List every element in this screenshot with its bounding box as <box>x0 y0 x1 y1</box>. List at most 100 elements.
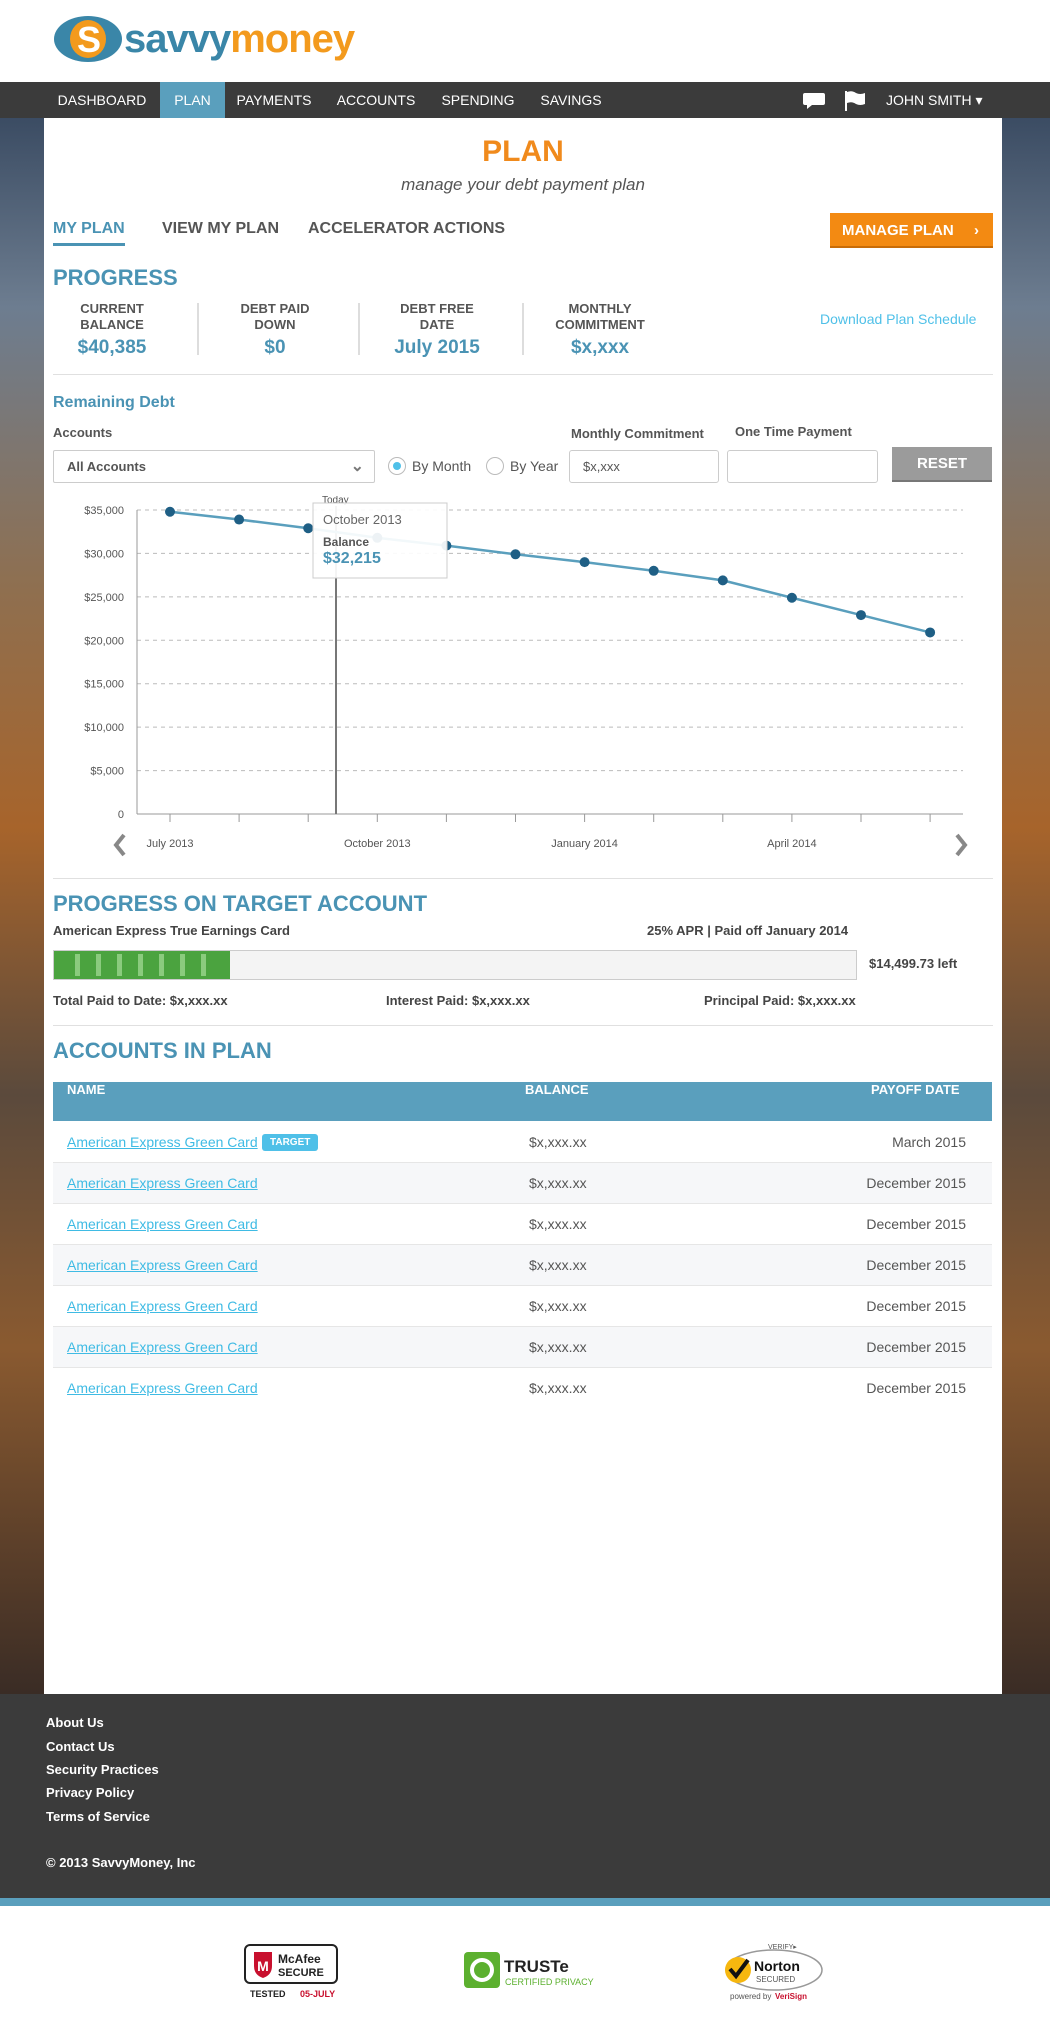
copyright: © 2013 SavvyMoney, Inc <box>46 1855 196 1870</box>
nav-savings[interactable]: SAVINGS <box>540 92 602 108</box>
y-tick-label: $10,000 <box>84 722 124 734</box>
account-balance: $x,xxx.xx <box>529 1216 587 1232</box>
account-name-link[interactable]: American Express Green Card <box>67 1298 258 1314</box>
one-time-payment-label: One Time Payment <box>735 424 852 439</box>
accounts-select[interactable]: All Accounts ⌄ <box>53 450 375 483</box>
footer-link-security[interactable]: Security Practices <box>46 1762 159 1777</box>
y-tick-label: $35,000 <box>84 505 124 517</box>
y-tick-label: $15,000 <box>84 679 124 691</box>
series-line <box>169 510 931 634</box>
account-name-link[interactable]: American Express Green Card <box>67 1380 258 1396</box>
manage-plan-button[interactable]: MANAGE PLAN › <box>830 213 993 248</box>
account-name-link[interactable]: American Express Green Card <box>67 1257 258 1273</box>
svg-text:Norton: Norton <box>754 1958 800 1974</box>
target-account-apr: 25% APR | Paid off January 2014 <box>647 923 849 938</box>
target-account-name: American Express True Earnings Card <box>53 923 290 938</box>
truste-badge[interactable]: TRUSTe CERTIFIED PRIVACY <box>464 1950 604 1992</box>
header-balance[interactable]: BALANCE <box>525 1082 589 1097</box>
account-payoff-date: December 2015 <box>866 1380 966 1396</box>
brand-name-part2: money <box>230 16 355 61</box>
account-name-link[interactable]: American Express Green Card <box>67 1216 258 1232</box>
y-tick-label: $25,000 <box>84 592 124 604</box>
logo[interactable]: S savvymoney <box>54 16 355 62</box>
table-row: American Express Green Card $x,xxx.xx De… <box>53 1204 992 1245</box>
chat-icon[interactable] <box>802 90 826 110</box>
y-tick-label: $20,000 <box>84 635 124 647</box>
account-name-link[interactable]: American Express Green Card <box>67 1134 258 1150</box>
interest-paid: Interest Paid: $x,xxx.xx <box>386 993 530 1008</box>
footer-link-contact[interactable]: Contact Us <box>46 1739 115 1754</box>
header-name[interactable]: NAME <box>67 1082 106 1097</box>
account-balance: $x,xxx.xx <box>529 1257 587 1273</box>
download-plan-schedule-link[interactable]: Download Plan Schedule <box>820 311 977 327</box>
account-payoff-date: December 2015 <box>866 1216 966 1232</box>
trust-badges: M McAfee SECURE TESTED 05-JULY TRUSTe CE… <box>0 1906 1050 2039</box>
tab-view-my-plan[interactable]: VIEW MY PLAN <box>162 220 280 237</box>
chevron-right-icon[interactable] <box>955 833 968 857</box>
nav-spending[interactable]: SPENDING <box>441 92 515 108</box>
account-payoff-date: December 2015 <box>866 1298 966 1314</box>
svg-text:VERIFY▸: VERIFY▸ <box>768 1944 797 1951</box>
data-point <box>648 565 659 576</box>
account-name-link[interactable]: American Express Green Card <box>67 1339 258 1355</box>
x-tick-label: July 2013 <box>146 838 193 850</box>
page-title: PLAN <box>482 135 564 168</box>
reset-button[interactable]: RESET <box>892 447 992 482</box>
account-payoff-date: December 2015 <box>866 1175 966 1191</box>
footer-link-privacy[interactable]: Privacy Policy <box>46 1785 135 1800</box>
data-point <box>165 506 175 517</box>
table-row: American Express Green Card $x,xxx.xx De… <box>53 1163 992 1204</box>
accounts-table-header: NAME BALANCE PAYOFF DATE <box>53 1082 992 1121</box>
chevron-right-icon: › <box>974 222 979 239</box>
target-account-title: PROGRESS ON TARGET ACCOUNT <box>53 891 428 916</box>
account-balance: $x,xxx.xx <box>529 1339 587 1355</box>
footer-link-about[interactable]: About Us <box>46 1715 104 1730</box>
main-nav: DASHBOARD PLAN PAYMENTS ACCOUNTS SPENDIN… <box>0 82 1050 118</box>
account-balance: $x,xxx.xx <box>529 1175 587 1191</box>
logo-mark-icon: S <box>54 16 122 62</box>
account-name-link[interactable]: American Express Green Card <box>67 1175 258 1191</box>
by-year-radio[interactable] <box>486 457 504 475</box>
nav-accounts[interactable]: ACCOUNTS <box>336 92 416 108</box>
account-balance: $x,xxx.xx <box>529 1380 587 1396</box>
divider <box>53 1025 993 1026</box>
svg-text:TRUSTe: TRUSTe <box>504 1957 569 1976</box>
tab-my-plan[interactable]: MY PLAN <box>53 220 125 246</box>
nav-payments[interactable]: PAYMENTS <box>236 92 312 108</box>
chevron-left-icon[interactable] <box>113 833 126 857</box>
user-menu[interactable]: JOHN SMITH ▾ <box>886 92 983 108</box>
stat-divider <box>358 303 360 355</box>
chevron-down-icon: ⌄ <box>350 458 364 475</box>
tab-accelerator-actions[interactable]: ACCELERATOR ACTIONS <box>308 220 506 237</box>
remaining-debt-title: Remaining Debt <box>53 394 175 411</box>
stat-divider <box>522 303 524 355</box>
flag-icon[interactable] <box>843 90 867 112</box>
account-balance: $x,xxx.xx <box>529 1134 587 1150</box>
svg-text:M: M <box>257 1958 269 1974</box>
table-row: American Express Green Card $x,xxx.xx De… <box>53 1327 992 1368</box>
norton-secured-badge[interactable]: VERIFY▸ Norton SECURED powered by VeriSi… <box>720 1940 826 2002</box>
svg-text:VeriSign: VeriSign <box>775 1992 807 2001</box>
one-time-payment-input[interactable] <box>727 450 878 483</box>
nav-plan[interactable]: PLAN <box>160 82 225 118</box>
stat-debt-free-date: DEBT FREE DATE July 2015 <box>394 301 480 358</box>
account-payoff-date: December 2015 <box>866 1339 966 1355</box>
by-year-label: By Year <box>510 458 559 474</box>
data-point <box>303 523 314 534</box>
tooltip-value: $32,215 <box>323 550 381 567</box>
table-row: American Express Green Card $x,xxx.xx De… <box>53 1368 992 1409</box>
by-month-label: By Month <box>412 458 472 474</box>
footer-link-terms[interactable]: Terms of Service <box>46 1809 150 1824</box>
svg-text:SECURE: SECURE <box>278 1967 324 1979</box>
nav-dashboard[interactable]: DASHBOARD <box>57 92 147 108</box>
target-badge: TARGET <box>262 1134 319 1151</box>
data-point <box>925 627 936 638</box>
header-payoff-date[interactable]: PAYOFF DATE <box>871 1082 960 1097</box>
by-month-radio[interactable] <box>388 457 406 475</box>
monthly-commitment-input[interactable]: $x,xxx <box>569 450 719 483</box>
svg-text:TESTED: TESTED <box>250 1989 286 1999</box>
header: S savvymoney <box>0 0 1050 82</box>
stat-divider <box>197 303 199 355</box>
x-tick-label: October 2013 <box>344 838 411 850</box>
mcafee-secure-badge[interactable]: M McAfee SECURE TESTED 05-JULY <box>244 1944 340 2002</box>
